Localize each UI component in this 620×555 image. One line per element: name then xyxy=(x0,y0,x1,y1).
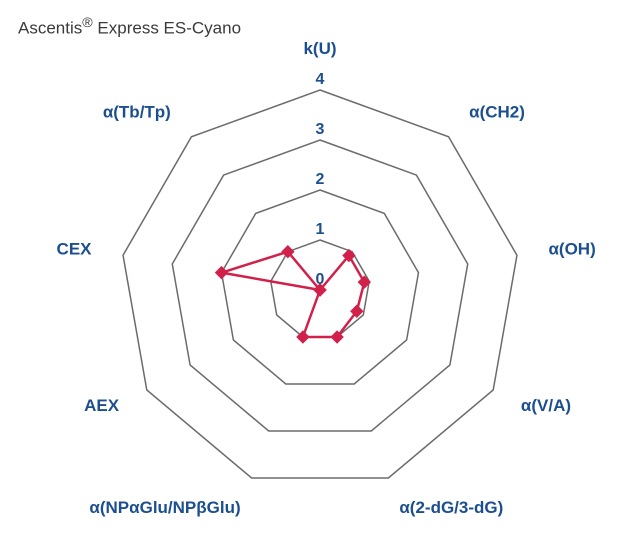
radar-axis-label: CEX xyxy=(57,240,93,259)
radar-series-marker xyxy=(216,267,228,279)
radar-axis-label: AEX xyxy=(84,396,120,415)
radar-axis-label: α(2-dG/3-dG) xyxy=(399,498,503,517)
radar-axis-label: α(OH) xyxy=(548,240,595,259)
radar-ring-label: 2 xyxy=(316,171,325,188)
radar-axis-label: α(CH2) xyxy=(469,102,525,121)
radar-ring-label: 3 xyxy=(316,121,325,138)
radar-axis-label: α(NPαGlu/NPβGlu) xyxy=(89,498,240,517)
radar-ring-label: 1 xyxy=(316,221,325,238)
radar-series-line xyxy=(222,252,365,337)
radar-chart: 01234k(U)α(CH2)α(OH)α(V/A)α(2-dG/3-dG)α(… xyxy=(0,0,620,555)
radar-axis-label: α(V/A) xyxy=(521,396,571,415)
radar-axis-label: α(Tb/Tp) xyxy=(103,102,171,121)
radar-axis-label: k(U) xyxy=(303,39,336,58)
radar-ring-label: 4 xyxy=(316,71,325,88)
